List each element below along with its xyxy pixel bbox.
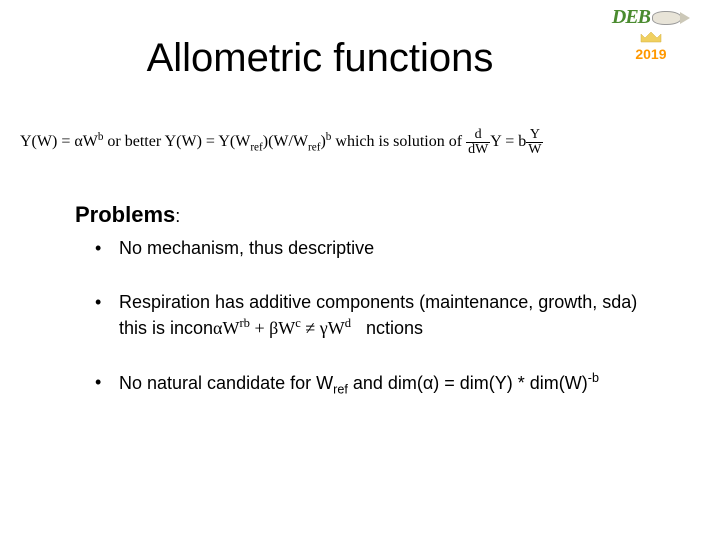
eq-segment: which is solution of (331, 133, 466, 150)
bullet-item: • No natural candidate for Wref and dim(… (95, 370, 680, 399)
bullet-line-part: No natural candidate for W (119, 373, 333, 393)
eq-subscript: ref (333, 382, 348, 396)
colon: : (175, 206, 180, 226)
bullet-line-part: this is incon (119, 318, 213, 338)
eq-segment: Y = b (490, 133, 526, 150)
bullet-text: Respiration has additive components (mai… (119, 290, 680, 340)
eq-exponent: -b (588, 371, 599, 385)
bullet-marker: • (95, 290, 119, 340)
bullet-text: No natural candidate for Wref and dim(α)… (119, 370, 680, 399)
bullet-text: No mechanism, thus descriptive (119, 236, 680, 260)
eq-segment: )(W/W (263, 133, 308, 150)
problems-heading-text: Problems (75, 202, 175, 227)
eq-segment: or better Y(W) = Y(W (103, 133, 250, 150)
deb-logo: DEB (612, 6, 690, 29)
deb-text: DEB (612, 6, 650, 29)
eq-segment: Y(W) = αW (20, 133, 98, 150)
bullet-line-part: nctions (366, 318, 423, 338)
bullet-item: • Respiration has additive components (m… (95, 290, 680, 340)
bullet-item: • No mechanism, thus descriptive (95, 236, 680, 260)
eq-fraction: YW (526, 128, 543, 157)
bullet-marker: • (95, 370, 119, 399)
bullet-list: • No mechanism, thus descriptive • Respi… (95, 236, 680, 428)
slide-title: Allometric functions (0, 36, 720, 81)
problems-heading: Problems: (75, 202, 180, 228)
eq-fraction: ddW (466, 128, 490, 157)
eq-subscript: ref (250, 141, 262, 153)
bullet-marker: • (95, 236, 119, 260)
fish-icon (652, 9, 690, 27)
bullet-line: Respiration has additive components (mai… (119, 292, 637, 312)
inline-equation: αWrb + βWc ≠ γWd (213, 318, 351, 338)
eq-subscript: ref (308, 141, 320, 153)
main-equation: Y(W) = αWb or better Y(W) = Y(Wref)(W/Wr… (20, 128, 700, 157)
bullet-line-part: and dim(α) = dim(Y) * dim(W) (348, 373, 588, 393)
